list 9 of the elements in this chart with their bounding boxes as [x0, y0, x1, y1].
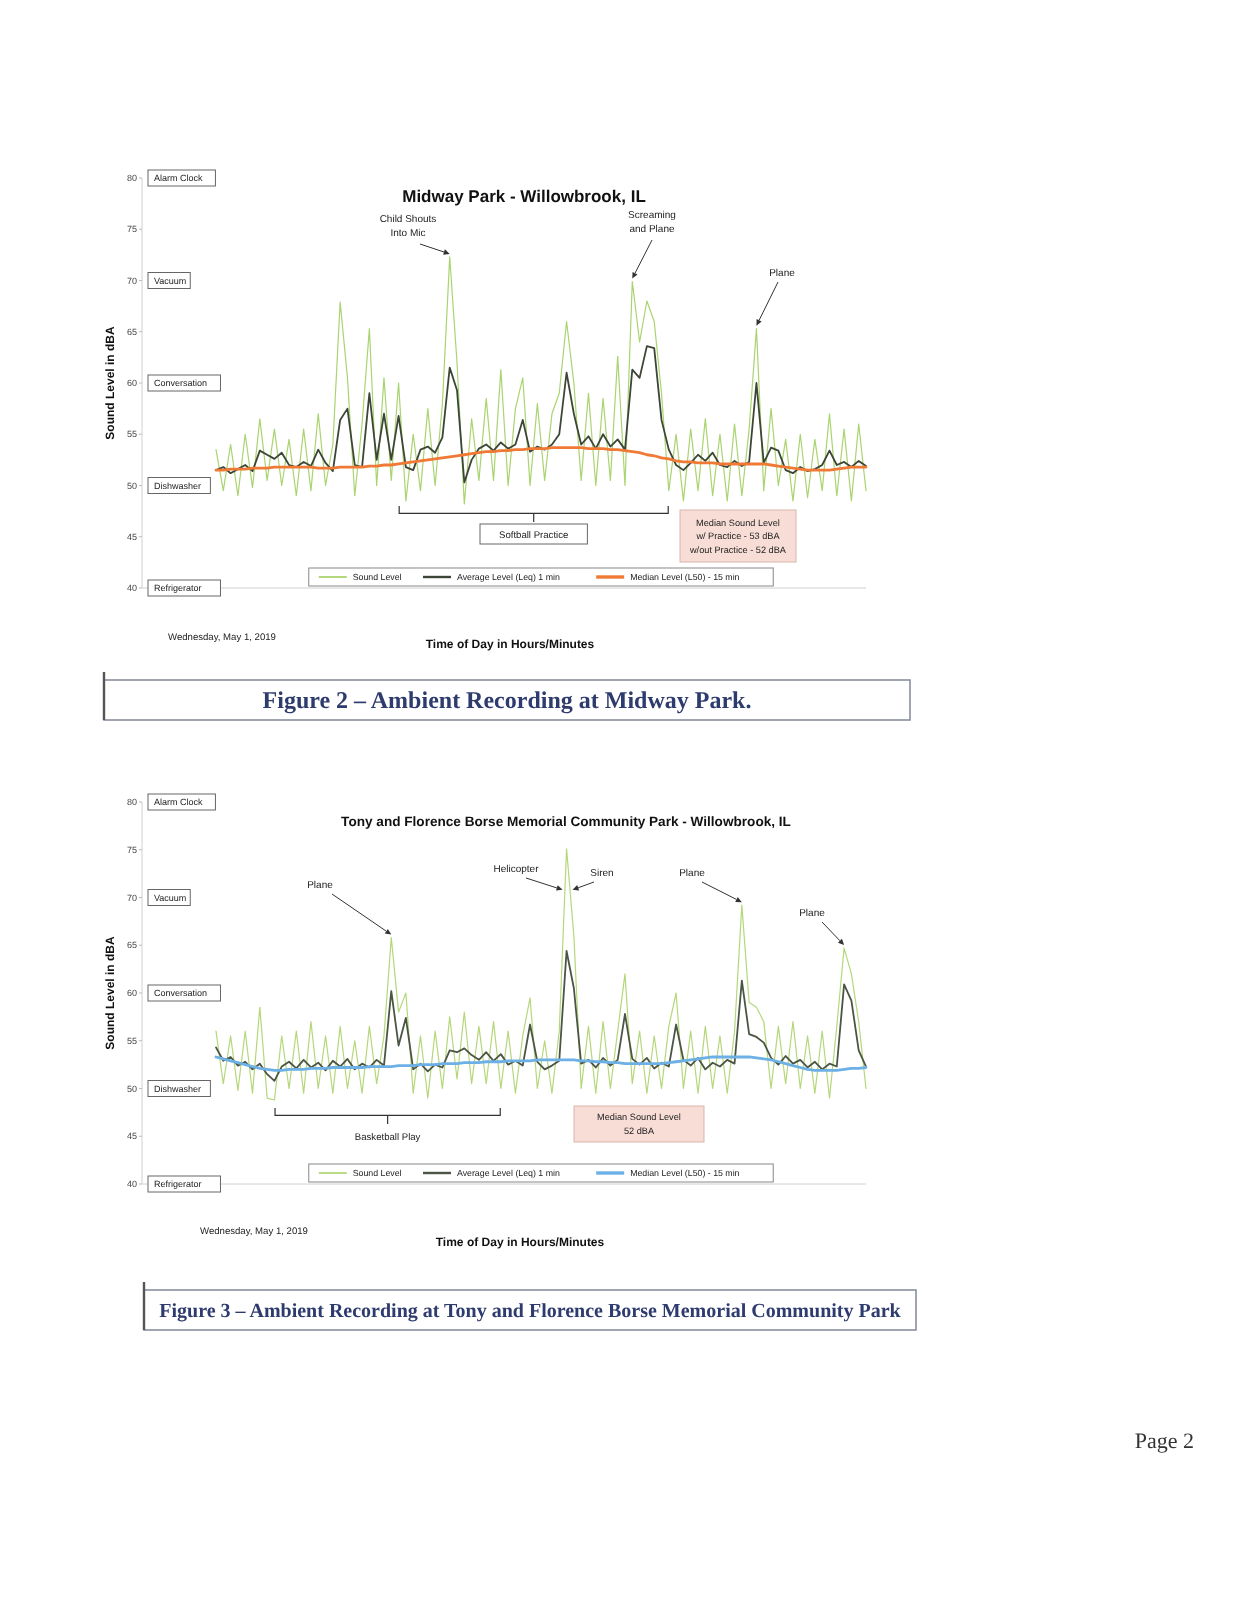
line-series — [214, 1055, 868, 1072]
text: Midway Park - Willowbrook, IL — [402, 186, 646, 206]
line-series — [215, 345, 867, 484]
line-series — [214, 446, 868, 472]
text: Page 2 — [1134, 1430, 1194, 1454]
line-series — [215, 848, 867, 1101]
caption: Figure 2 – Ambient Recording at Midway Park. — [262, 686, 752, 715]
caption: Figure 3 – Ambient Recording at Tony and Florence Borse Memorial Community Park — [159, 1301, 902, 1323]
line-series — [215, 950, 867, 1082]
